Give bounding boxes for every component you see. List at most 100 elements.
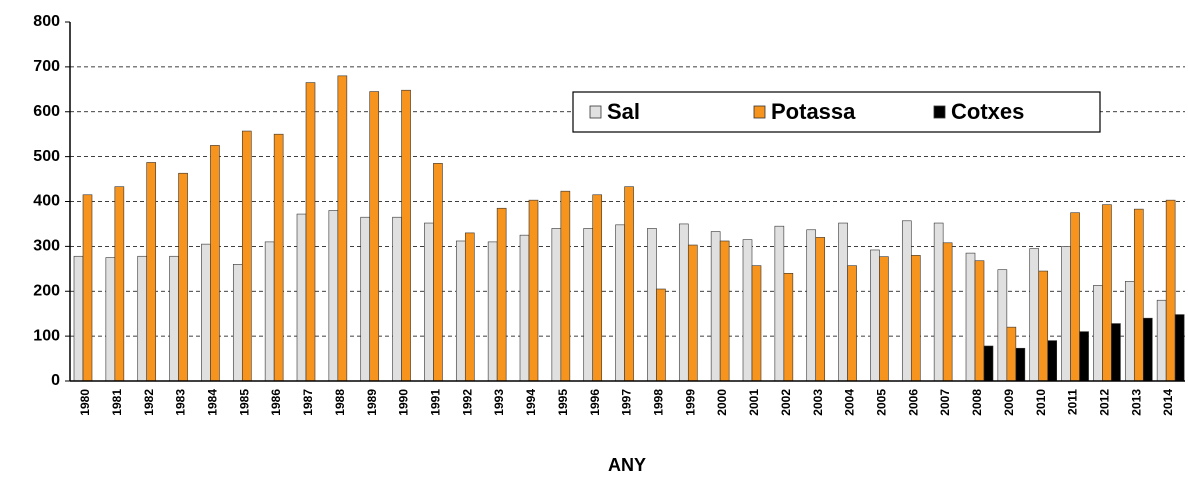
legend-swatch	[753, 105, 766, 119]
x-tick-label: 2003	[811, 389, 825, 416]
x-tick-label: 1991	[429, 389, 443, 416]
bar	[997, 269, 1008, 382]
bar	[328, 210, 339, 382]
bar	[487, 241, 498, 382]
bar	[1038, 270, 1049, 382]
x-tick-label: 2013	[1129, 389, 1143, 416]
bar	[942, 242, 953, 382]
bar	[105, 257, 116, 382]
bar	[910, 255, 921, 382]
bar	[305, 82, 316, 382]
x-tick-label: 2005	[875, 389, 889, 416]
x-tick-label: 2008	[970, 389, 984, 416]
legend-box	[572, 91, 1101, 133]
x-tick-label: 1985	[237, 389, 251, 416]
bar	[1111, 323, 1121, 382]
y-tick-label: 800	[33, 13, 60, 30]
x-tick-label: 1997	[620, 389, 634, 416]
x-tick-label: 2010	[1034, 389, 1048, 416]
bar	[1061, 246, 1071, 382]
bar	[424, 222, 434, 382]
x-tick-label: 1992	[460, 389, 474, 416]
bar	[1165, 199, 1176, 382]
y-tick-label: 100	[33, 327, 60, 344]
x-tick-label: 1981	[110, 389, 124, 416]
bar	[264, 241, 275, 382]
bar	[273, 133, 284, 382]
bar	[464, 232, 475, 382]
legend-label: Sal	[607, 99, 640, 124]
bar	[656, 288, 666, 382]
bar	[983, 345, 994, 382]
bar	[974, 260, 985, 382]
x-tick-label: 2007	[938, 389, 952, 416]
bar	[178, 172, 188, 382]
bar	[551, 228, 562, 382]
x-tick-label: 1998	[652, 389, 666, 416]
bar	[678, 223, 689, 382]
x-tick-label: 2006	[906, 389, 920, 416]
x-tick-label: 1980	[78, 389, 92, 416]
bar	[401, 89, 411, 382]
bar	[337, 75, 348, 382]
bar	[965, 252, 976, 382]
bar	[879, 256, 889, 382]
x-tick-label: 1987	[301, 389, 315, 416]
y-tick-label: 500	[33, 148, 60, 165]
bar	[615, 224, 625, 382]
bar	[719, 240, 730, 382]
x-tick-label: 1990	[397, 389, 411, 416]
bar	[560, 190, 571, 382]
bar	[1142, 317, 1153, 382]
bar	[433, 163, 443, 382]
x-tick-label: 2014	[1161, 389, 1175, 416]
x-tick-label: 1993	[492, 389, 506, 416]
bar	[1124, 281, 1135, 382]
x-tick-label: 1999	[683, 389, 697, 416]
legend-swatch	[933, 105, 946, 119]
bar	[592, 194, 603, 382]
x-tick-label: 1986	[269, 389, 283, 416]
x-tick-label: 2009	[1002, 389, 1016, 416]
legend-swatch	[589, 105, 602, 119]
x-axis-label: ANY	[608, 455, 646, 475]
bar	[647, 228, 657, 382]
bar	[360, 216, 371, 382]
bar	[687, 244, 698, 382]
bar	[624, 186, 634, 382]
legend-label: Cotxes	[951, 99, 1024, 124]
bar	[1015, 347, 1026, 382]
bar	[806, 229, 817, 382]
legend-label: Potassa	[771, 99, 856, 124]
x-tick-label: 2002	[779, 389, 793, 416]
bar	[392, 216, 402, 382]
x-tick-label: 1984	[206, 389, 220, 416]
bar	[783, 272, 794, 382]
y-tick-label: 400	[33, 193, 60, 210]
y-tick-label: 700	[33, 58, 60, 75]
bar	[751, 265, 762, 382]
bar	[369, 91, 380, 382]
bar	[901, 220, 912, 382]
bar	[241, 130, 252, 382]
bar	[496, 207, 507, 382]
x-tick-label: 2011	[1066, 389, 1080, 415]
bar	[933, 222, 944, 382]
y-tick-label: 600	[33, 103, 60, 120]
x-tick-label: 1989	[365, 389, 379, 416]
bar	[815, 237, 826, 382]
x-tick-label: 1994	[524, 389, 538, 416]
bar	[146, 162, 157, 382]
bar	[1156, 299, 1167, 382]
x-tick-label: 1996	[588, 389, 602, 416]
bar	[232, 264, 243, 382]
bar	[201, 243, 211, 382]
bar	[1133, 208, 1144, 382]
bar	[1070, 212, 1080, 382]
x-tick-label: 1995	[556, 389, 570, 416]
bar	[1029, 248, 1040, 382]
x-tick-label: 2001	[747, 389, 761, 416]
bar	[82, 194, 93, 382]
bar	[519, 234, 530, 382]
